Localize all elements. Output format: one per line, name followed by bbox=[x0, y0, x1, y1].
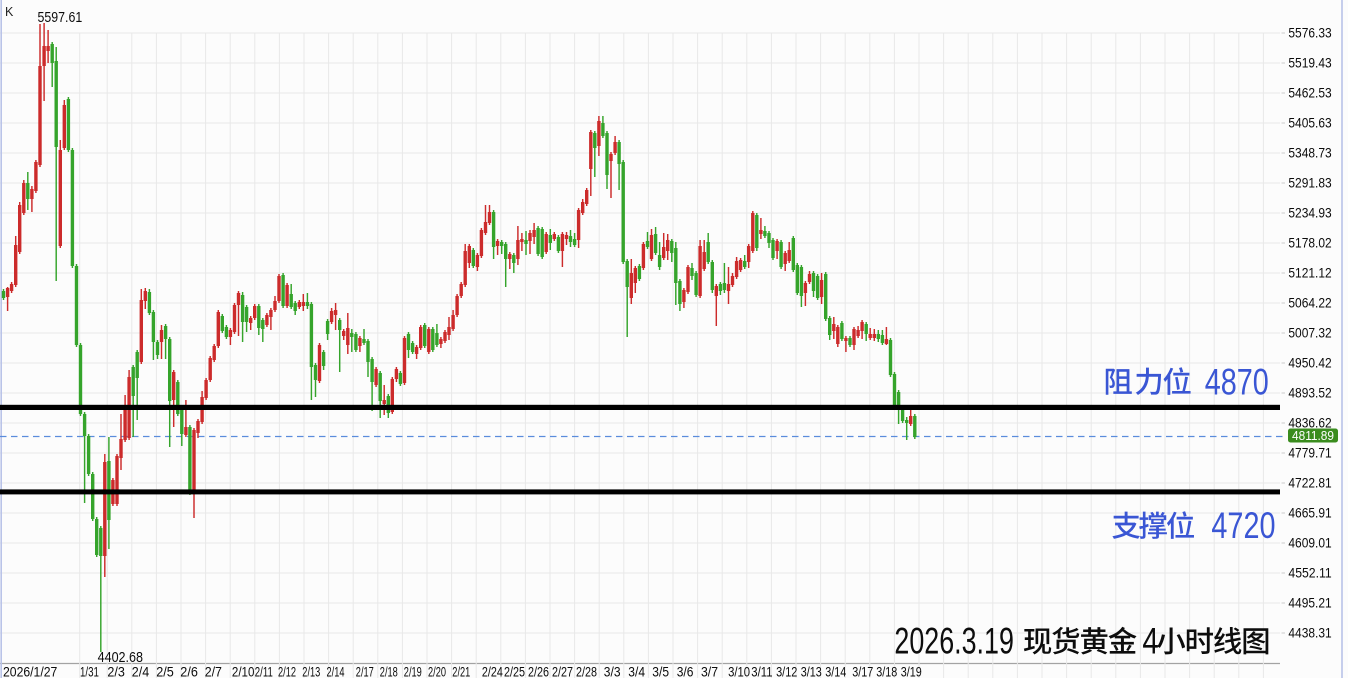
svg-text:5348.73: 5348.73 bbox=[1288, 145, 1331, 161]
svg-text:3/6: 3/6 bbox=[677, 664, 694, 678]
svg-text:4722.81: 4722.81 bbox=[1288, 475, 1331, 491]
svg-text:5519.43: 5519.43 bbox=[1288, 55, 1331, 71]
svg-text:2/26: 2/26 bbox=[528, 664, 549, 678]
svg-text:4720: 4720 bbox=[1211, 506, 1275, 547]
svg-text:2/11: 2/11 bbox=[255, 664, 273, 678]
svg-text:3/12: 3/12 bbox=[776, 664, 797, 678]
svg-text:2/17: 2/17 bbox=[356, 664, 374, 678]
svg-text:2/24: 2/24 bbox=[482, 664, 503, 678]
svg-text:3/11: 3/11 bbox=[751, 664, 772, 678]
svg-text:5178.02: 5178.02 bbox=[1288, 235, 1331, 251]
svg-text:2026.3.19: 2026.3.19 bbox=[894, 622, 1014, 663]
svg-text:2/5: 2/5 bbox=[156, 664, 174, 678]
svg-text:5291.83: 5291.83 bbox=[1288, 175, 1331, 191]
svg-text:2/12: 2/12 bbox=[278, 664, 296, 678]
svg-text:4893.52: 4893.52 bbox=[1288, 385, 1331, 401]
svg-text:5007.32: 5007.32 bbox=[1288, 325, 1331, 341]
svg-text:2/6: 2/6 bbox=[180, 664, 198, 678]
svg-text:4438.31: 4438.31 bbox=[1288, 625, 1331, 641]
svg-text:4609.01: 4609.01 bbox=[1288, 535, 1331, 551]
svg-text:4: 4 bbox=[1142, 622, 1158, 663]
svg-text:5462.53: 5462.53 bbox=[1288, 85, 1331, 101]
svg-text:2/20: 2/20 bbox=[428, 664, 446, 678]
svg-text:5597.61: 5597.61 bbox=[38, 9, 83, 25]
svg-text:4811.89: 4811.89 bbox=[1292, 429, 1334, 443]
svg-text:2/21: 2/21 bbox=[452, 664, 470, 678]
svg-text:3/7: 3/7 bbox=[701, 664, 718, 678]
svg-text:4870: 4870 bbox=[1205, 362, 1269, 403]
svg-text:3/18: 3/18 bbox=[876, 664, 897, 678]
svg-text:2/4: 2/4 bbox=[132, 664, 149, 678]
svg-text:5405.63: 5405.63 bbox=[1288, 115, 1331, 131]
svg-text:2/14: 2/14 bbox=[327, 664, 345, 678]
svg-text:2/25: 2/25 bbox=[504, 664, 525, 678]
svg-text:4552.11: 4552.11 bbox=[1288, 565, 1331, 581]
svg-text:2/19: 2/19 bbox=[404, 664, 422, 678]
svg-text:5576.33: 5576.33 bbox=[1288, 25, 1331, 41]
svg-text:3/19: 3/19 bbox=[901, 664, 922, 678]
svg-text:2/18: 2/18 bbox=[380, 664, 398, 678]
svg-text:4665.91: 4665.91 bbox=[1288, 505, 1331, 521]
svg-text:3/4: 3/4 bbox=[628, 664, 645, 678]
svg-text:5234.93: 5234.93 bbox=[1288, 205, 1331, 221]
svg-text:1/31: 1/31 bbox=[80, 664, 99, 678]
svg-text:4950.42: 4950.42 bbox=[1288, 355, 1331, 371]
svg-text:4836.62: 4836.62 bbox=[1288, 415, 1331, 431]
svg-text:K: K bbox=[5, 5, 14, 19]
svg-text:2/7: 2/7 bbox=[205, 664, 222, 678]
svg-text:3/3: 3/3 bbox=[604, 664, 621, 678]
svg-text:3/14: 3/14 bbox=[825, 664, 846, 678]
svg-text:2/28: 2/28 bbox=[576, 664, 597, 678]
svg-text:5121.12: 5121.12 bbox=[1288, 265, 1331, 281]
svg-text:3/13: 3/13 bbox=[801, 664, 822, 678]
svg-text:3/5: 3/5 bbox=[652, 664, 669, 678]
svg-text:3/10: 3/10 bbox=[728, 664, 750, 678]
svg-text:5064.22: 5064.22 bbox=[1288, 295, 1331, 311]
svg-text:2026/1/27: 2026/1/27 bbox=[3, 664, 57, 678]
svg-text:2/13: 2/13 bbox=[302, 664, 320, 678]
svg-text:2/3: 2/3 bbox=[107, 664, 125, 678]
svg-text:4779.71: 4779.71 bbox=[1288, 445, 1331, 461]
svg-text:2/27: 2/27 bbox=[552, 664, 573, 678]
svg-text:3/17: 3/17 bbox=[852, 664, 873, 678]
svg-text:2/10: 2/10 bbox=[232, 664, 255, 678]
svg-text:4402.68: 4402.68 bbox=[98, 649, 143, 665]
svg-text:4495.21: 4495.21 bbox=[1288, 595, 1331, 611]
